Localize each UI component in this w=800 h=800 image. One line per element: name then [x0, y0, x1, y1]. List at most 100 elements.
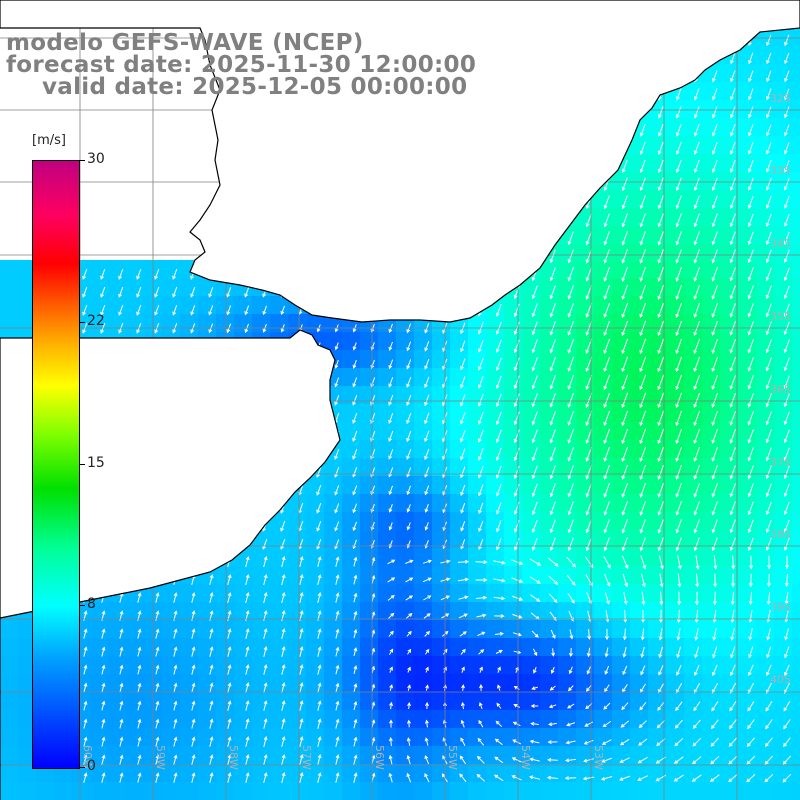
wind-arrow [783, 429, 790, 444]
wind-arrow [692, 737, 702, 747]
wind-cell [468, 710, 486, 728]
wind-arrow [512, 721, 521, 727]
wind-arrow [531, 465, 538, 480]
wind-arrow [317, 772, 322, 784]
wind-arrow [353, 592, 358, 603]
wind-arrow [657, 338, 665, 355]
wind-cell [288, 548, 306, 566]
wind-arrow [711, 519, 718, 534]
wind-cell [792, 584, 800, 602]
wind-cell [180, 728, 198, 746]
colorbar-tick-label: 22 [87, 312, 105, 329]
wind-cell [792, 386, 800, 404]
wind-arrow [101, 718, 106, 729]
wind-cell [360, 350, 378, 368]
wind-cell [162, 656, 180, 674]
wind-cell [792, 350, 800, 368]
wind-cell [324, 638, 342, 656]
wind-cell [18, 728, 36, 746]
wind-arrow [460, 376, 466, 389]
wind-cell [576, 620, 594, 638]
wind-cell [288, 512, 306, 530]
wind-arrow [747, 142, 754, 155]
wind-cell [756, 746, 774, 764]
wind-arrow [388, 394, 394, 406]
wind-cell [792, 782, 800, 800]
wind-arrow [567, 703, 575, 709]
wind-arrow [317, 628, 322, 639]
wind-arrow [783, 447, 790, 462]
longitude-label: 54W [519, 745, 532, 770]
wind-arrow [603, 302, 611, 318]
wind-arrow [334, 342, 339, 351]
wind-arrow [299, 682, 304, 693]
wind-arrow [549, 267, 556, 282]
wind-arrow [513, 538, 520, 551]
wind-cell [786, 28, 800, 46]
wind-cell [108, 278, 126, 296]
wind-cell [522, 674, 540, 692]
wind-cell [252, 692, 270, 710]
wind-cell [216, 620, 234, 638]
wind-arrow [711, 195, 718, 210]
wind-arrow [478, 538, 484, 551]
wind-cell [732, 244, 750, 262]
wind-cell [630, 656, 648, 674]
wind-cell [342, 764, 360, 782]
wind-cell [216, 692, 234, 710]
wind-arrow [640, 665, 646, 676]
wind-cell [738, 620, 756, 638]
wind-arrow [765, 447, 772, 462]
wind-cell [606, 190, 624, 208]
wind-arrow [783, 519, 790, 533]
wind-arrow [495, 411, 502, 426]
wind-arrow [640, 646, 645, 658]
wind-arrow [675, 428, 683, 445]
wind-arrow [621, 501, 628, 516]
wind-cell [432, 602, 450, 620]
wind-arrow [712, 628, 717, 641]
wind-arrow [729, 303, 736, 318]
wind-cell [714, 118, 732, 136]
wind-cell [642, 118, 660, 136]
wind-arrow [783, 737, 791, 748]
wind-arrow [639, 249, 646, 264]
wind-cell [720, 782, 738, 800]
wind-arrow [119, 754, 124, 765]
wind-arrow [423, 595, 432, 601]
wind-cell [342, 422, 360, 440]
wind-arrow [657, 392, 665, 409]
wind-arrow [191, 646, 196, 657]
wind-cell [630, 638, 648, 656]
wind-arrow [245, 700, 250, 711]
wind-cell [738, 584, 756, 602]
wind-arrow [316, 503, 322, 514]
wind-arrow [155, 592, 160, 603]
wind-cell [696, 190, 714, 208]
wind-cell [504, 710, 522, 728]
wind-cell [108, 764, 126, 782]
wind-arrow [353, 574, 358, 585]
wind-arrow [783, 249, 790, 263]
wind-arrow [747, 267, 754, 282]
wind-arrow [209, 772, 214, 783]
wind-arrow [460, 701, 465, 710]
wind-cell [702, 746, 720, 764]
wind-arrow [424, 412, 430, 425]
wind-arrow [784, 52, 790, 65]
wind-arrow [729, 249, 736, 264]
wind-arrow [604, 665, 610, 675]
wind-arrow [531, 357, 538, 372]
wind-arrow [546, 775, 559, 780]
wind-arrow [281, 574, 286, 586]
wind-cell [678, 136, 696, 154]
wind-arrow [477, 376, 484, 389]
wind-arrow [352, 503, 358, 514]
wind-arrow [729, 393, 736, 408]
wind-cell [594, 638, 612, 656]
wind-cell [606, 244, 624, 262]
wind-arrow [496, 702, 502, 709]
wind-arrow [406, 412, 412, 425]
wind-cell [360, 638, 378, 656]
wind-arrow [657, 701, 665, 711]
